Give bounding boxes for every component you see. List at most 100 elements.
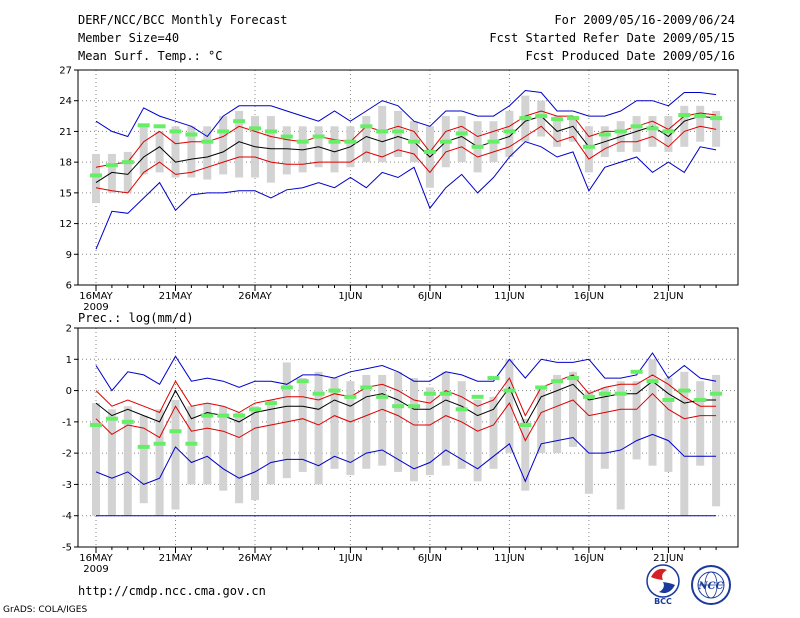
spread-box xyxy=(537,387,546,454)
spread-box xyxy=(648,116,657,147)
precip-panel-title: Prec.: log(mm/d) xyxy=(78,311,194,325)
spread-box xyxy=(473,399,482,482)
obs-marker xyxy=(137,123,150,128)
x-tick-label: 21MAY xyxy=(159,291,193,302)
obs-marker xyxy=(519,116,532,121)
spread-box xyxy=(362,116,371,163)
spread-box xyxy=(314,371,323,485)
obs-marker xyxy=(535,114,548,119)
spread-box xyxy=(680,371,689,516)
spread-box xyxy=(505,359,514,454)
obs-marker xyxy=(217,129,230,134)
obs-marker xyxy=(630,124,643,129)
obs-marker xyxy=(153,441,166,446)
spread-box xyxy=(107,409,116,516)
x-tick-label: 21MAY xyxy=(159,553,193,564)
spread-box xyxy=(330,378,339,469)
spread-box xyxy=(235,110,244,178)
spread-box xyxy=(155,131,164,173)
spread-box xyxy=(410,378,418,482)
plot-frame xyxy=(77,327,739,548)
spread-box xyxy=(123,151,132,193)
y-tick-label: 24 xyxy=(59,96,72,107)
obs-marker xyxy=(105,163,118,168)
x-tick-label: 1JUN xyxy=(338,553,362,564)
spread-box xyxy=(346,381,355,476)
spread-box xyxy=(282,126,291,175)
spread-box xyxy=(505,110,514,158)
spread-box xyxy=(616,381,625,510)
obs-marker xyxy=(710,391,723,396)
site-url[interactable]: http://cmdp.ncc.cma.gov.cn xyxy=(78,584,266,598)
y-tick-label: 9 xyxy=(66,250,72,261)
obs-marker xyxy=(614,129,627,134)
x-year-label: 2009 xyxy=(83,302,108,313)
variable-label: Mean Surf. Temp.: °C xyxy=(78,49,223,63)
started-date: Fcst Started Refer Date 2009/05/15 xyxy=(489,31,735,45)
obs-marker xyxy=(201,139,214,144)
obs-marker xyxy=(376,129,389,134)
obs-marker xyxy=(360,385,373,390)
x-tick-label: 16MAY xyxy=(79,291,113,302)
obs-marker xyxy=(280,134,293,139)
spread-box xyxy=(584,390,593,494)
obs-marker xyxy=(249,407,261,412)
obs-marker xyxy=(582,144,595,149)
spread-box xyxy=(155,409,164,516)
obs-marker xyxy=(535,385,548,390)
spread-box xyxy=(584,126,593,173)
spread-box xyxy=(187,126,196,178)
x-tick-label: 16JUN xyxy=(574,553,604,564)
spread-box xyxy=(92,153,100,204)
spread-box xyxy=(203,126,212,180)
obs-marker xyxy=(233,413,246,418)
obs-marker xyxy=(694,397,707,402)
spread-box xyxy=(425,387,434,476)
obs-marker xyxy=(471,394,484,399)
bcc-logo-text: BCC xyxy=(654,597,672,606)
y-tick-label: -3 xyxy=(62,480,72,491)
series-line-ensemble-mean xyxy=(95,115,717,184)
spread-box xyxy=(664,116,673,152)
spread-box xyxy=(489,396,498,469)
y-tick-label: 21 xyxy=(59,127,72,138)
spread-box xyxy=(139,126,148,175)
obs-marker xyxy=(296,139,309,144)
series-line-max xyxy=(95,89,717,138)
obs-marker xyxy=(678,113,691,118)
obs-marker xyxy=(662,129,675,134)
series-line-upper xyxy=(95,110,717,168)
spread-box xyxy=(171,126,180,178)
y-tick-label: 1 xyxy=(66,355,72,366)
spread-box xyxy=(123,406,132,516)
obs-marker xyxy=(408,139,420,144)
spread-box xyxy=(298,378,307,472)
obs-marker xyxy=(169,429,182,434)
spread-box xyxy=(712,374,721,507)
obs-marker xyxy=(710,116,723,121)
obs-marker xyxy=(392,404,405,409)
spread-box xyxy=(664,378,673,472)
obs-marker xyxy=(662,397,675,402)
obs-marker xyxy=(614,391,627,396)
obs-marker xyxy=(598,391,611,396)
spread-box xyxy=(553,374,562,454)
spread-box xyxy=(521,418,530,491)
obs-marker xyxy=(121,160,134,165)
spread-box xyxy=(139,415,148,504)
x-tick-label: 21JUN xyxy=(653,553,683,564)
spread-box xyxy=(632,381,641,460)
obs-marker xyxy=(233,119,246,124)
obs-marker xyxy=(264,401,277,406)
spread-box xyxy=(600,387,609,469)
spread-box xyxy=(298,126,307,173)
obs-marker xyxy=(344,139,357,144)
x-tick-label: 6JUN xyxy=(418,553,442,564)
obs-marker xyxy=(376,394,389,399)
spread-box xyxy=(680,105,689,147)
spread-box xyxy=(457,116,466,163)
obs-marker xyxy=(90,173,102,178)
obs-marker xyxy=(646,126,659,131)
